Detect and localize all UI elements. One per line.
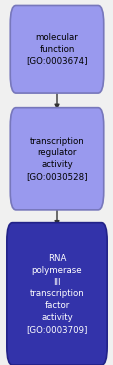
Text: molecular
function
[GO:0003674]: molecular function [GO:0003674] (26, 33, 87, 66)
FancyBboxPatch shape (10, 108, 103, 210)
Text: transcription
regulator
activity
[GO:0030528]: transcription regulator activity [GO:003… (26, 137, 87, 181)
FancyBboxPatch shape (10, 5, 103, 93)
Text: RNA
polymerase
III
transcription
factor
activity
[GO:0003709]: RNA polymerase III transcription factor … (26, 254, 87, 334)
FancyBboxPatch shape (7, 223, 106, 365)
